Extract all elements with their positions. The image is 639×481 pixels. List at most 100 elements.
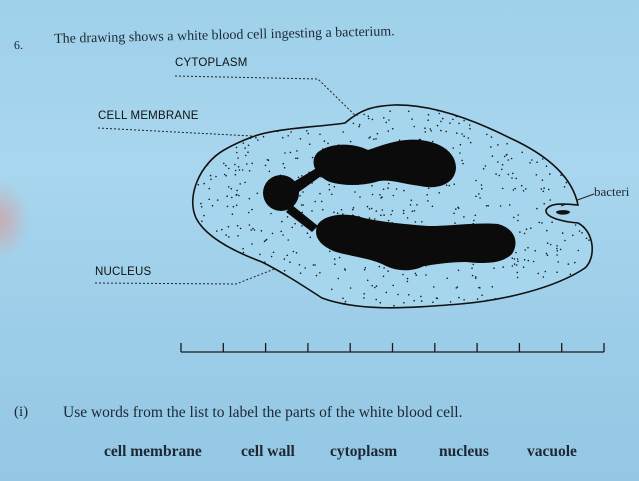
granule-dot xyxy=(407,294,410,296)
granule-dot xyxy=(382,275,385,278)
granule-dot xyxy=(454,222,456,224)
granule-dot xyxy=(507,159,510,161)
granule-dot xyxy=(228,167,230,170)
granule-dot xyxy=(223,173,226,176)
granule-dot xyxy=(235,146,238,149)
granule-dot xyxy=(270,212,272,215)
granule-dot xyxy=(320,200,323,203)
granule-dot xyxy=(475,195,477,198)
granule-dot xyxy=(546,254,549,256)
granule-dot xyxy=(429,128,432,130)
granule-dot xyxy=(331,288,333,291)
granule-dot xyxy=(403,189,405,192)
granule-dot xyxy=(515,251,517,254)
granule-dot xyxy=(556,271,558,274)
granule-dot xyxy=(486,299,489,302)
granule-dot xyxy=(525,228,528,230)
granule-dot xyxy=(369,136,372,138)
granule-dot xyxy=(265,238,268,241)
granule-dot xyxy=(203,214,205,217)
granule-dot xyxy=(356,114,358,116)
granule-dot xyxy=(556,245,558,247)
granule-dot xyxy=(387,130,390,132)
granule-dot xyxy=(256,192,259,195)
granule-dot xyxy=(420,300,423,302)
granule-dot xyxy=(241,169,244,171)
granule-dot xyxy=(352,207,355,209)
granule-dot xyxy=(509,204,511,206)
granule-dot xyxy=(491,155,494,157)
granule-dot xyxy=(541,222,543,224)
granule-dot xyxy=(227,186,230,188)
granule-dot xyxy=(251,162,253,165)
granule-dot xyxy=(328,188,331,191)
granule-dot xyxy=(295,252,298,254)
granule-dot xyxy=(250,229,252,231)
word-list: cell membrane cell wall cytoplasm nucleu… xyxy=(0,443,639,467)
granule-dot xyxy=(283,167,286,169)
scale-bar xyxy=(180,343,605,353)
granule-dot xyxy=(529,162,531,164)
granule-dot xyxy=(481,294,483,297)
granule-dot xyxy=(382,188,385,190)
granule-dot xyxy=(315,274,318,277)
granule-dot xyxy=(544,270,547,273)
cell-membrane-outline xyxy=(191,104,593,309)
granule-dot xyxy=(427,119,429,121)
granule-dot xyxy=(574,261,576,264)
cytoplasm-label-tag: CYTOPLASM xyxy=(175,57,248,69)
granule-dot xyxy=(495,173,497,175)
granule-dot xyxy=(371,284,374,287)
granule-dot xyxy=(368,137,370,139)
granule-dot xyxy=(557,261,559,263)
granule-dot xyxy=(391,210,394,212)
granule-dot xyxy=(560,174,562,176)
granule-dot xyxy=(574,224,577,226)
granule-dot xyxy=(578,230,581,232)
granule-dot xyxy=(368,208,371,210)
granule-dot xyxy=(523,232,526,235)
granule-dot xyxy=(395,188,398,190)
granule-dot xyxy=(549,199,552,201)
granule-dot xyxy=(523,259,526,261)
granule-dot xyxy=(410,199,413,201)
granule-dot xyxy=(456,286,459,288)
granule-dot xyxy=(433,286,435,288)
granule-dot xyxy=(416,204,418,206)
granule-dot xyxy=(455,287,458,289)
granule-dot xyxy=(248,170,251,172)
granule-dot xyxy=(569,273,572,276)
granule-dot xyxy=(239,227,242,230)
granule-dot xyxy=(556,254,558,256)
granule-dot xyxy=(545,165,548,167)
granule-dot xyxy=(280,230,283,233)
granule-dot xyxy=(314,200,317,203)
granule-dot xyxy=(449,122,451,124)
granule-dot xyxy=(291,226,294,229)
granule-dot xyxy=(532,260,535,263)
granule-dot xyxy=(302,204,305,206)
granule-dot xyxy=(498,174,501,177)
nucleus-label-tag: NUCLEUS xyxy=(95,266,152,278)
granule-dot xyxy=(299,138,302,140)
granule-dot xyxy=(363,297,365,299)
granule-dot xyxy=(516,271,519,274)
granule-dot xyxy=(342,213,344,215)
granule-dot xyxy=(270,255,273,258)
granule-dot xyxy=(520,184,523,187)
granule-dot xyxy=(541,158,544,160)
granule-dot xyxy=(374,286,376,289)
granule-dot xyxy=(200,202,202,205)
granule-dot xyxy=(268,170,271,173)
granule-dot xyxy=(403,302,405,304)
granule-dot xyxy=(263,240,266,243)
granule-dot xyxy=(327,142,329,145)
granule-dot xyxy=(588,239,590,241)
granule-dot xyxy=(367,117,370,120)
granule-dot xyxy=(244,154,247,157)
granule-dot xyxy=(406,280,409,283)
nucleus-bridge-lower xyxy=(286,205,318,232)
granule-dot xyxy=(561,232,564,234)
granule-dot xyxy=(397,293,399,296)
